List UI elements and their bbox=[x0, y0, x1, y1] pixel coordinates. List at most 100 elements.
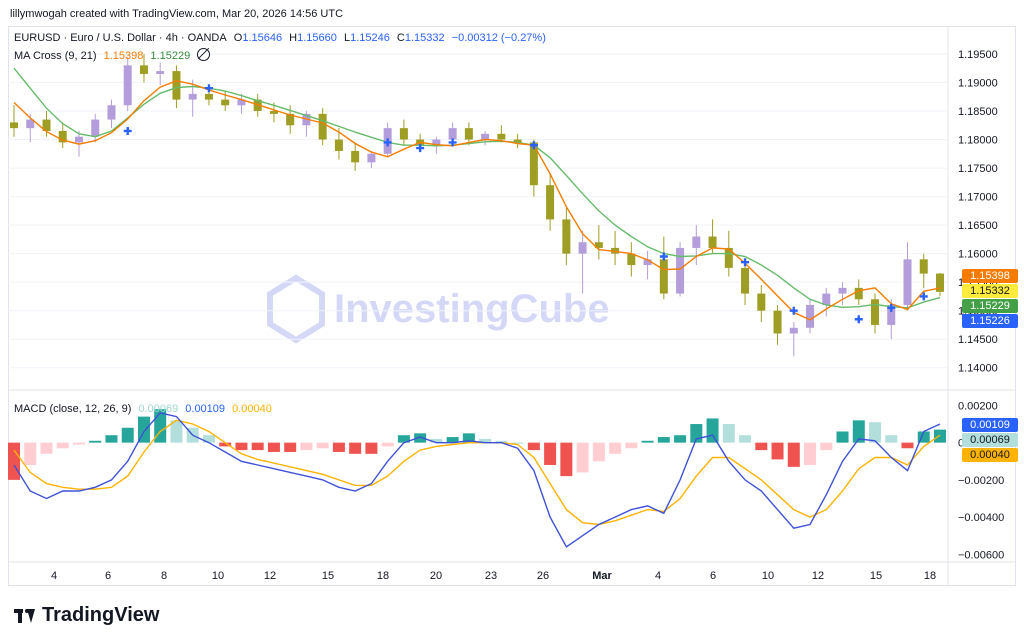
candle-body bbox=[42, 119, 51, 131]
time-tick-label: 4 bbox=[655, 570, 661, 582]
candle-body bbox=[351, 150, 360, 163]
candle-body bbox=[887, 304, 896, 325]
macd-histogram-bar bbox=[397, 435, 410, 443]
macd-histogram-bar bbox=[901, 442, 914, 449]
macd-histogram-bar bbox=[885, 435, 898, 443]
candle-body bbox=[221, 99, 230, 106]
macd-name: MACD (close, 12, 26, 9) bbox=[14, 403, 132, 415]
candle-body bbox=[139, 65, 148, 74]
symbol-legend[interactable]: EURUSD · Euro / U.S. Dollar · 4h · OANDA… bbox=[14, 32, 550, 44]
macd-histogram-bar bbox=[316, 442, 329, 449]
close-value: 1.15332 bbox=[404, 32, 445, 44]
low-value: 1.15246 bbox=[350, 32, 390, 44]
ma-cross-marker bbox=[659, 252, 668, 261]
macd-histogram-bar bbox=[479, 438, 492, 443]
macd-badge: 0.00040 bbox=[962, 448, 1018, 462]
macd-histogram-bar bbox=[934, 429, 946, 443]
open-label: O bbox=[233, 32, 243, 44]
macd-histogram-bar bbox=[462, 433, 475, 443]
macd-histogram-bar bbox=[544, 442, 557, 465]
time-tick-label: 20 bbox=[430, 570, 442, 582]
macd-histogram-bar bbox=[495, 440, 508, 443]
candle-body bbox=[334, 139, 343, 151]
macd-histogram-bar bbox=[771, 442, 784, 460]
time-axis: 4 6 8 10 12 15 18 20 23 26 Mar 4 6 10 12 15 18 bbox=[51, 570, 936, 582]
macd-histogram-bar bbox=[527, 442, 540, 451]
candle-body bbox=[757, 293, 766, 311]
candle-body bbox=[676, 247, 685, 294]
candle-body bbox=[659, 259, 668, 294]
macd-tick-label: −0.00600 bbox=[958, 549, 1004, 561]
candle-body bbox=[562, 219, 571, 254]
price-tick-label: 1.17000 bbox=[958, 192, 998, 204]
macd-histogram-bar bbox=[219, 442, 232, 447]
macd-line bbox=[13, 412, 941, 548]
macd-histogram-bar bbox=[446, 437, 459, 443]
macd-histogram-bar bbox=[56, 442, 69, 449]
ma-cross-marker bbox=[854, 315, 863, 324]
price-badge: 1.15332 bbox=[962, 284, 1018, 298]
macd-histogram-bar bbox=[511, 442, 524, 444]
macd-histogram-bar bbox=[560, 442, 573, 477]
eye-off-icon[interactable] bbox=[197, 47, 211, 61]
high-label: H bbox=[289, 32, 298, 44]
candle-body bbox=[546, 185, 555, 220]
macd-histogram-bar bbox=[267, 442, 280, 452]
candle-body bbox=[156, 71, 165, 74]
ma-cross-marker bbox=[448, 138, 457, 147]
price-tick-label: 1.18500 bbox=[958, 106, 998, 118]
macd-histogram-bar bbox=[787, 442, 800, 467]
candle-body bbox=[448, 128, 457, 140]
ma-cross-marker bbox=[204, 84, 213, 93]
time-tick-label: 4 bbox=[51, 570, 57, 582]
price-tick-label: 1.14000 bbox=[958, 363, 998, 375]
ma-cross-marker bbox=[416, 144, 425, 153]
macd-histogram-bar bbox=[349, 442, 362, 454]
macd-tick-label: −0.00200 bbox=[958, 475, 1004, 487]
candle-body bbox=[741, 267, 750, 294]
price-badge: 1.15226 bbox=[962, 314, 1018, 328]
tradingview-logo-icon bbox=[14, 608, 36, 623]
macd-histogram-bar bbox=[414, 433, 427, 443]
candle-body bbox=[919, 259, 928, 274]
ma-name: MA Cross (9, 21) bbox=[14, 50, 97, 62]
price-gridlines bbox=[8, 53, 948, 369]
candle-body bbox=[269, 111, 278, 114]
candle-body bbox=[26, 119, 35, 129]
candle-body bbox=[692, 236, 701, 248]
macd-histogram-bar bbox=[235, 442, 248, 451]
ma-cross-marker bbox=[741, 258, 750, 267]
candle-body bbox=[497, 133, 506, 140]
investingcube-watermark: InvestingCube bbox=[267, 274, 610, 344]
candle-body bbox=[806, 304, 815, 328]
macd-histogram-bar bbox=[820, 442, 833, 451]
ma-cross-marker bbox=[383, 138, 392, 147]
chart-canvas[interactable]: InvestingCube 1.19500 1.19000 1.18500 1.180… bbox=[8, 26, 1016, 586]
macd-histogram-bar bbox=[284, 442, 297, 452]
slow-ma-line bbox=[13, 67, 941, 309]
price-tick-label: 1.18000 bbox=[958, 135, 998, 147]
macd-histogram-bar bbox=[121, 427, 134, 443]
candle-body bbox=[74, 136, 83, 143]
chart-credit: lillymwogah created with TradingView.com… bbox=[10, 8, 344, 20]
candle-body bbox=[10, 122, 18, 129]
change-value: −0.00312 (−0.27%) bbox=[451, 32, 546, 44]
macd-pane bbox=[8, 409, 946, 548]
time-tick-label: Mar bbox=[592, 570, 612, 582]
macd-legend[interactable]: MACD (close, 12, 26, 9) 0.00069 0.00109 … bbox=[14, 403, 276, 415]
open-value: 1.15646 bbox=[242, 32, 283, 44]
tradingview-logo-text: TradingView bbox=[42, 604, 160, 626]
candle-body bbox=[464, 128, 473, 140]
macd-histogram-bar bbox=[170, 420, 183, 443]
macd-histogram-bar bbox=[105, 435, 118, 443]
time-tick-label: 10 bbox=[762, 570, 774, 582]
tradingview-logo: TradingView bbox=[14, 604, 159, 627]
low-label: L bbox=[343, 32, 351, 44]
macd-histogram-bar bbox=[739, 435, 752, 443]
macd-histogram-bar bbox=[674, 435, 687, 443]
macd-histogram-bar bbox=[625, 442, 638, 449]
ma-legend[interactable]: MA Cross (9, 21) 1.15398 1.15229 bbox=[14, 46, 214, 62]
candle-body bbox=[481, 133, 490, 140]
macd-signal-line bbox=[13, 419, 941, 526]
price-tick-label: 1.14500 bbox=[958, 334, 998, 346]
